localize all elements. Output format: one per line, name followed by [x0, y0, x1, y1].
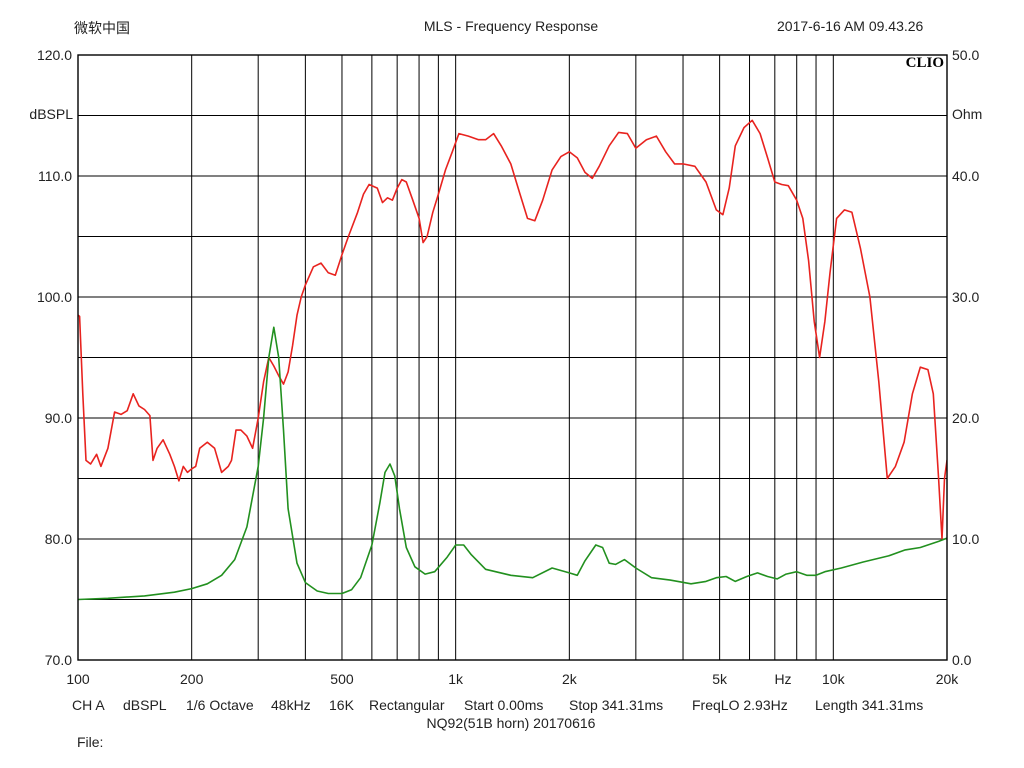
y-axis-labels: 70.0 80.0 90.0 100.0 110.0 120.0 — [37, 47, 72, 668]
x-tick-label: 200 — [180, 671, 204, 687]
setting-item: Rectangular — [369, 697, 445, 713]
y2-tick-label: 40.0 — [952, 168, 979, 184]
x-tick-label: 1k — [448, 671, 464, 687]
app-name: 微软中国 — [74, 20, 130, 36]
timestamp: 2017-6-16 AM 09.43.26 — [777, 18, 924, 34]
measurement-note: NQ92(51B horn) 20170616 — [426, 715, 596, 731]
y-axis-title: dBSPL — [29, 106, 73, 122]
y-tick-label: 120.0 — [37, 47, 72, 63]
y2-tick-label: 30.0 — [952, 289, 979, 305]
spl-curve — [78, 119, 947, 540]
y-tick-label: 110.0 — [38, 168, 72, 184]
y-tick-label: 90.0 — [45, 410, 72, 426]
setting-item: Length 341.31ms — [815, 697, 924, 713]
x-tick-label: 500 — [330, 671, 354, 687]
y2-axis-title: Ohm — [952, 106, 982, 122]
y2-axis-labels: 0.0 10.0 20.0 30.0 40.0 50.0 — [952, 47, 979, 668]
x-axis-title: Hz — [774, 671, 791, 687]
grid-lines — [78, 55, 947, 660]
y-tick-label: 70.0 — [45, 652, 72, 668]
y2-tick-label: 50.0 — [952, 47, 979, 63]
x-tick-label: 5k — [712, 671, 728, 687]
setting-item: 48kHz — [271, 697, 311, 713]
x-tick-label: 2k — [562, 671, 578, 687]
setting-item: Start 0.00ms — [464, 697, 544, 713]
setting-item: FreqLO 2.93Hz — [692, 697, 788, 713]
curves — [78, 119, 947, 601]
chart-title: MLS - Frequency Response — [423, 18, 599, 34]
setting-item: dBSPL — [123, 697, 167, 713]
y2-tick-label: 0.0 — [952, 652, 972, 668]
setting-item: CH A — [72, 697, 105, 713]
y-tick-label: 100.0 — [37, 289, 72, 305]
setting-item: Stop 341.31ms — [569, 697, 664, 713]
setting-item: 1/6 Octave — [186, 697, 254, 713]
plot-frame — [77, 54, 948, 661]
clio-logo: CLIO — [906, 55, 944, 71]
x-tick-label: 100 — [66, 671, 90, 687]
y2-tick-label: 20.0 — [952, 410, 979, 426]
y2-tick-label: 10.0 — [952, 531, 979, 547]
x-axis-labels: 100 200 500 1k 2k 5k 10k 20k — [66, 671, 959, 687]
impedance-curve — [78, 326, 947, 601]
x-tick-label: 10k — [822, 671, 846, 687]
x-tick-label: 20k — [936, 671, 960, 687]
file-label: File: — [77, 734, 104, 750]
y-tick-label: 80.0 — [45, 531, 72, 547]
setting-item: 16K — [329, 697, 354, 713]
